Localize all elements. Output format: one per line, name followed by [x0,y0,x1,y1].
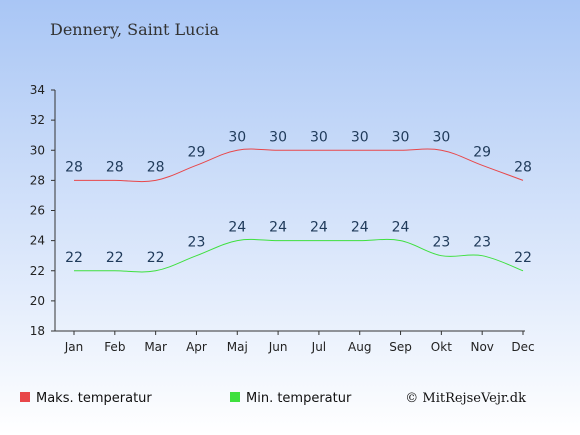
y-tick-label: 30 [30,143,45,157]
x-tick-label: Jul [311,340,326,354]
legend-min-label: Min. temperatur [246,391,352,406]
data-label: 30 [269,129,287,145]
data-label: 22 [106,250,124,266]
data-label: 28 [65,159,83,175]
data-label: 30 [392,129,410,145]
legend: Maks. temperatur Min. temperatur [20,391,352,406]
data-label: 28 [147,159,165,175]
data-label: 24 [310,220,328,236]
y-tick-label: 28 [30,173,45,187]
data-label: 29 [188,144,206,160]
data-label: 30 [228,129,246,145]
y-tick-label: 32 [30,113,45,127]
series-line-max [73,148,524,183]
data-label: 28 [106,159,124,175]
legend-max-swatch [20,392,30,402]
data-label: 30 [351,129,369,145]
y-tick-label: 20 [30,294,45,308]
y-tick-label: 22 [30,264,45,278]
data-label: 23 [432,235,450,251]
axes: 18 20 22 24 26 28 30 32 34 Jan Feb Mar Apr Maj Jun Jul A… [30,83,535,354]
y-tick-label: 18 [30,324,45,338]
data-label: 22 [65,250,83,266]
credit-text: © MitRejseVejr.dk [405,391,526,406]
data-label: 24 [351,220,369,236]
x-tick-label: Mar [144,340,167,354]
x-tick-label: Jun [268,340,288,354]
x-tick-label: Aug [348,340,371,354]
y-tick-label: 26 [30,204,45,218]
x-tick-label: Apr [186,340,207,354]
data-label: 22 [514,250,532,266]
data-label: 29 [473,144,491,160]
data-label: 30 [432,129,450,145]
data-label: 28 [514,159,532,175]
data-labels: 28 28 28 29 30 30 30 30 30 30 29 28 22 22 22 23 24 24 24 24… [65,129,532,266]
data-label: 24 [228,220,246,236]
x-tick-label: Maj [227,340,248,354]
x-tick-label: Nov [470,340,493,354]
legend-min-swatch [230,392,240,402]
series-layer [73,148,524,273]
series-line-min [73,238,524,273]
x-tick-label: Okt [431,340,452,354]
x-tick-label: Sep [389,340,412,354]
x-tick-label: Dec [511,340,534,354]
data-label: 22 [147,250,165,266]
data-label: 24 [269,220,287,236]
y-tick-label: 24 [30,234,45,248]
data-label: 24 [392,220,410,236]
y-tick-label: 34 [30,83,45,97]
data-label: 30 [310,129,328,145]
x-tick-label: Jan [64,340,84,354]
data-label: 23 [188,235,206,251]
chart-title: Dennery, Saint Lucia [50,20,220,39]
data-label: 23 [473,235,491,251]
legend-max-label: Maks. temperatur [36,391,152,406]
x-tick-label: Feb [104,340,125,354]
